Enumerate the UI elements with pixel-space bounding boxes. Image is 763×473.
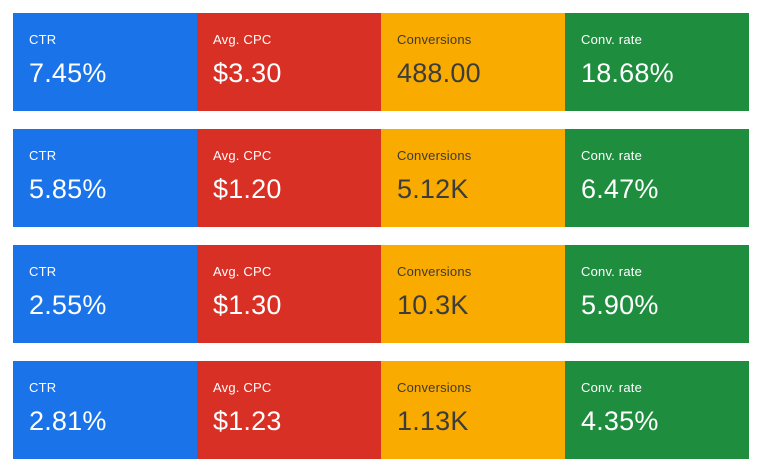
conv-rate-scorecard[interactable]: Conv. rate 4.35% <box>565 361 749 459</box>
ctr-scorecard[interactable]: CTR 5.85% <box>13 129 197 227</box>
conv-rate-label: Conv. rate <box>581 380 643 395</box>
conv-rate-value: 5.90% <box>581 290 659 320</box>
ctr-value: 5.85% <box>29 174 107 204</box>
avg-cpc-scorecard[interactable]: Avg. CPC $1.23 <box>197 361 381 459</box>
conversions-value: 1.13K <box>397 406 469 436</box>
scorecard-row: CTR 2.81% Avg. CPC $1.23 Conversions 1.1… <box>13 361 749 459</box>
ctr-scorecard[interactable]: CTR 7.45% <box>13 13 197 111</box>
conv-rate-value: 18.68% <box>581 58 674 88</box>
avg-cpc-scorecard[interactable]: Avg. CPC $1.30 <box>197 245 381 343</box>
ctr-scorecard[interactable]: CTR 2.81% <box>13 361 197 459</box>
avg-cpc-value: $1.30 <box>213 290 282 320</box>
scorecard-row: CTR 2.55% Avg. CPC $1.30 Conversions 10.… <box>13 245 749 343</box>
conv-rate-scorecard[interactable]: Conv. rate 6.47% <box>565 129 749 227</box>
conversions-scorecard[interactable]: Conversions 488.00 <box>381 13 565 111</box>
ctr-label: CTR <box>29 148 57 163</box>
conversions-value: 488.00 <box>397 58 481 88</box>
avg-cpc-label: Avg. CPC <box>213 148 272 163</box>
avg-cpc-label: Avg. CPC <box>213 380 272 395</box>
conversions-scorecard[interactable]: Conversions 5.12K <box>381 129 565 227</box>
conv-rate-value: 4.35% <box>581 406 659 436</box>
ctr-scorecard[interactable]: CTR 2.55% <box>13 245 197 343</box>
ctr-label: CTR <box>29 264 57 279</box>
conversions-label: Conversions <box>397 148 472 163</box>
ctr-value: 2.55% <box>29 290 107 320</box>
conversions-scorecard[interactable]: Conversions 10.3K <box>381 245 565 343</box>
conv-rate-label: Conv. rate <box>581 148 643 163</box>
conversions-label: Conversions <box>397 32 472 47</box>
conv-rate-label: Conv. rate <box>581 32 643 47</box>
conversions-value: 10.3K <box>397 290 469 320</box>
ctr-label: CTR <box>29 32 57 47</box>
avg-cpc-value: $3.30 <box>213 58 282 88</box>
conversions-label: Conversions <box>397 264 472 279</box>
avg-cpc-label: Avg. CPC <box>213 32 272 47</box>
avg-cpc-scorecard[interactable]: Avg. CPC $1.20 <box>197 129 381 227</box>
scorecard-grid: CTR 7.45% Avg. CPC $3.30 Conversions 488… <box>13 13 749 459</box>
conv-rate-scorecard[interactable]: Conv. rate 18.68% <box>565 13 749 111</box>
ctr-label: CTR <box>29 380 57 395</box>
avg-cpc-value: $1.23 <box>213 406 282 436</box>
ctr-value: 7.45% <box>29 58 107 88</box>
conv-rate-scorecard[interactable]: Conv. rate 5.90% <box>565 245 749 343</box>
conv-rate-value: 6.47% <box>581 174 659 204</box>
conversions-value: 5.12K <box>397 174 469 204</box>
avg-cpc-scorecard[interactable]: Avg. CPC $3.30 <box>197 13 381 111</box>
scorecard-row: CTR 7.45% Avg. CPC $3.30 Conversions 488… <box>13 13 749 111</box>
conv-rate-label: Conv. rate <box>581 264 643 279</box>
avg-cpc-label: Avg. CPC <box>213 264 272 279</box>
conversions-label: Conversions <box>397 380 472 395</box>
avg-cpc-value: $1.20 <box>213 174 282 204</box>
ctr-value: 2.81% <box>29 406 107 436</box>
conversions-scorecard[interactable]: Conversions 1.13K <box>381 361 565 459</box>
scorecard-row: CTR 5.85% Avg. CPC $1.20 Conversions 5.1… <box>13 129 749 227</box>
